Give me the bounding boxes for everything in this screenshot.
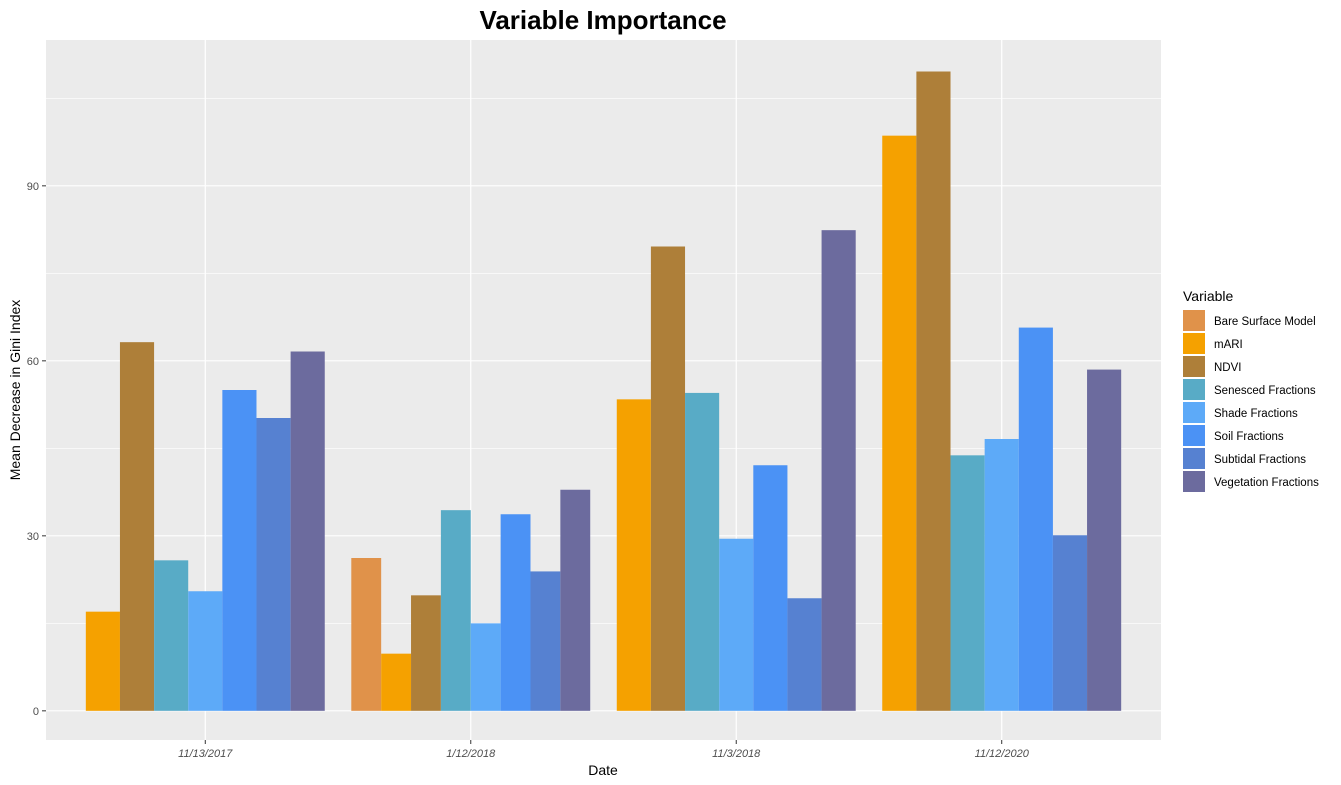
bar xyxy=(119,342,155,711)
legend: Variable Bare Surface Model mARI NDVI Senes… xyxy=(1183,288,1319,492)
legend-label: Bare Surface Model xyxy=(1214,316,1316,328)
bar xyxy=(85,611,120,711)
bar xyxy=(616,399,651,711)
bar xyxy=(1018,327,1053,711)
bar xyxy=(351,558,382,711)
bar xyxy=(882,135,917,711)
bar xyxy=(685,392,720,711)
bar xyxy=(753,465,788,711)
bar xyxy=(984,439,1019,711)
legend-swatch xyxy=(1183,425,1205,446)
legend-swatch xyxy=(1183,379,1205,400)
bar xyxy=(1052,535,1088,711)
legend-swatch xyxy=(1183,310,1205,331)
legend-label: Vegetation Fractions xyxy=(1214,477,1319,489)
legend-title: Variable xyxy=(1183,288,1234,304)
legend-swatch xyxy=(1183,448,1205,469)
y-tick-label: 30 xyxy=(27,531,39,543)
bars xyxy=(85,71,1122,711)
bar xyxy=(154,560,189,711)
bar xyxy=(787,598,822,711)
legend-label: mARI xyxy=(1214,339,1243,351)
legend-label: Subtidal Fractions xyxy=(1214,454,1306,466)
chart-title: Variable Importance xyxy=(479,5,726,35)
bar xyxy=(411,595,441,711)
legend-items: Bare Surface Model mARI NDVI Senesced Fract… xyxy=(1183,310,1319,492)
bar xyxy=(1087,369,1122,711)
legend-label: Senesced Fractions xyxy=(1214,385,1316,397)
y-tick-label: 90 xyxy=(27,181,39,193)
legend-label: NDVI xyxy=(1214,362,1241,374)
bar xyxy=(500,514,531,711)
bar xyxy=(950,455,985,711)
y-tick-label: 60 xyxy=(27,356,39,368)
bar xyxy=(222,390,257,711)
bar xyxy=(256,418,291,711)
legend-label: Shade Fractions xyxy=(1214,408,1298,420)
bar xyxy=(440,510,471,711)
legend-swatch xyxy=(1183,471,1205,492)
legend-swatch xyxy=(1183,356,1205,377)
bar xyxy=(821,230,856,711)
x-tick-label: 11/12/2020 xyxy=(975,748,1030,760)
bar xyxy=(290,351,325,711)
x-tick-label: 11/13/2017 xyxy=(178,748,233,760)
x-tick-label: 11/3/2018 xyxy=(712,748,761,760)
bar xyxy=(916,71,951,711)
bar xyxy=(188,591,223,711)
bar xyxy=(470,623,501,711)
bar xyxy=(560,489,591,711)
legend-swatch xyxy=(1183,402,1205,423)
y-axis: 0 30 60 90 xyxy=(27,181,46,718)
y-axis-title: Mean Decrease in Gini Index xyxy=(7,300,23,481)
x-tick-label: 1/12/2018 xyxy=(446,748,496,760)
legend-label: Soil Fractions xyxy=(1214,431,1284,443)
bar xyxy=(381,653,412,711)
bar xyxy=(719,538,754,711)
x-axis: 11/13/2017 1/12/2018 11/3/2018 11/12/2020 xyxy=(178,740,1030,760)
bar xyxy=(650,246,686,711)
bar xyxy=(530,571,561,711)
legend-swatch xyxy=(1183,333,1205,354)
y-tick-label: 0 xyxy=(33,706,39,718)
x-axis-title: Date xyxy=(588,762,618,778)
